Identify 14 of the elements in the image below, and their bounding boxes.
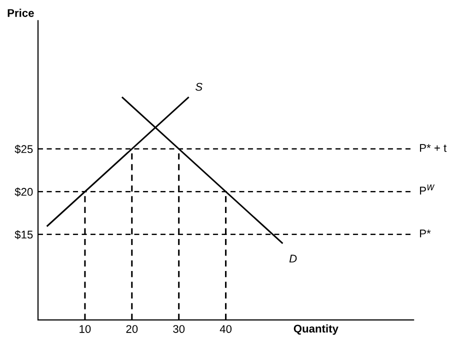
y-axis-title: Price: [8, 8, 34, 17]
annotation: D: [289, 254, 297, 262]
y-tick-label: $15: [14, 230, 33, 240]
x-tick-label: 40: [220, 325, 232, 333]
x-tick-label: 30: [173, 325, 185, 333]
ref-line-label: P*: [420, 230, 431, 238]
ref-line-label: P* + t: [420, 144, 447, 152]
x-axis-title: Quantity: [294, 324, 338, 335]
y-tick-label: $25: [14, 144, 33, 154]
ref-line-label: P$^{W}$: [420, 184, 435, 194]
x-tick-label: 20: [126, 325, 138, 333]
x-tick-label: 10: [80, 325, 91, 333]
annotation: S: [195, 82, 202, 91]
y-tick-label: $20: [14, 187, 33, 196]
